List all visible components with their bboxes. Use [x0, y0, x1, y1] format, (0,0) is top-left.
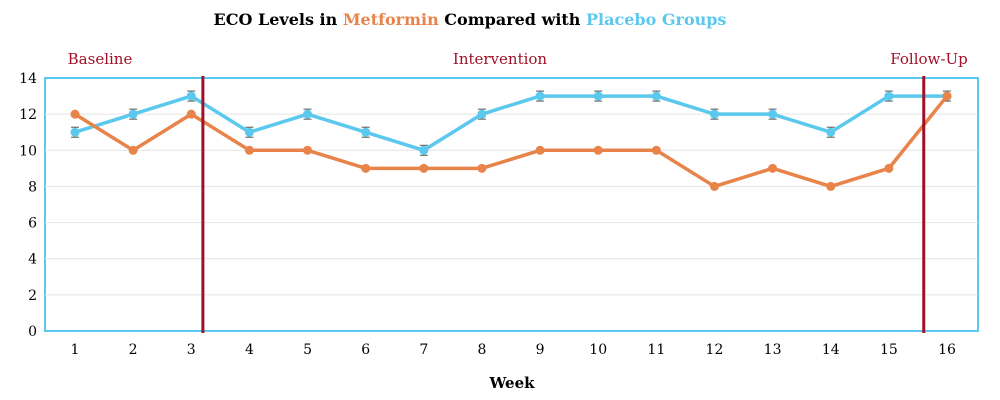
y-axis-ticks: 0 2 4 6 8 10 12 14	[19, 71, 37, 340]
chart-title-part: Compared with	[439, 10, 586, 29]
x-tick-label: 10	[589, 342, 607, 358]
data-point	[942, 91, 952, 101]
x-tick-label: 12	[706, 342, 724, 358]
x-tick-label: 9	[536, 342, 545, 358]
data-point	[768, 163, 778, 173]
x-tick-label: 14	[822, 342, 840, 358]
x-tick-label: 13	[764, 342, 782, 358]
plot-area-frame	[44, 77, 979, 332]
phase-lines	[201, 76, 926, 333]
chart-title-part: Metformin	[343, 10, 439, 29]
x-tick-label: 3	[187, 342, 196, 358]
data-point	[535, 145, 545, 155]
data-point	[128, 109, 138, 119]
y-tick-label: 6	[28, 216, 37, 232]
data-point	[477, 109, 487, 119]
series-group	[70, 90, 952, 191]
y-tick-label: 0	[28, 324, 37, 340]
x-tick-label: 8	[477, 342, 486, 358]
chart-title-part: Placebo Groups	[586, 10, 726, 29]
data-point	[186, 109, 196, 119]
data-point	[884, 91, 894, 101]
data-point	[477, 163, 487, 173]
y-tick-label: 4	[28, 252, 37, 268]
data-point	[651, 145, 661, 155]
chart-title: ECO Levels in Metformin Compared with Pl…	[214, 10, 727, 29]
data-point	[593, 145, 603, 155]
data-point	[186, 91, 196, 101]
series-metformin	[70, 91, 952, 191]
chart-title-part: ECO Levels in	[214, 10, 343, 29]
y-tick-label: 2	[28, 288, 37, 304]
data-point	[419, 145, 429, 155]
data-point	[651, 91, 661, 101]
series-placebo	[70, 90, 952, 156]
x-axis-ticks: 1 2 3 4 5 6 7 8 9 10 11 12 13 14 15 16	[71, 342, 956, 358]
series-line	[73, 94, 949, 189]
x-tick-label: 2	[129, 342, 138, 358]
x-tick-label: 15	[880, 342, 898, 358]
phase-label: Baseline	[68, 50, 133, 68]
phase-label: Follow-Up	[890, 50, 967, 68]
data-point	[70, 109, 80, 119]
data-point	[709, 109, 719, 119]
x-tick-label: 7	[419, 342, 428, 358]
phase-label: Intervention	[453, 50, 548, 68]
data-point	[826, 181, 836, 191]
data-point	[303, 109, 313, 119]
x-tick-label: 1	[71, 342, 80, 358]
y-tick-label: 10	[19, 143, 37, 159]
gridlines	[45, 113, 978, 296]
y-tick-label: 12	[19, 107, 37, 123]
x-tick-label: 11	[647, 342, 665, 358]
x-tick-label: 6	[361, 342, 370, 358]
data-point	[593, 91, 603, 101]
data-point	[361, 127, 371, 137]
data-point	[361, 163, 371, 173]
data-point	[884, 163, 894, 173]
data-point	[826, 127, 836, 137]
data-point	[303, 145, 313, 155]
data-point	[244, 145, 254, 155]
data-point	[709, 181, 719, 191]
data-point	[70, 127, 80, 137]
y-tick-label: 14	[19, 71, 37, 87]
x-axis-title: Week	[488, 374, 535, 392]
data-point	[128, 145, 138, 155]
data-point	[768, 109, 778, 119]
data-point	[244, 127, 254, 137]
data-point	[535, 91, 545, 101]
x-tick-label: 4	[245, 342, 254, 358]
x-tick-label: 5	[303, 342, 312, 358]
phase-labels: Baseline Intervention Follow-Up	[68, 50, 968, 68]
series-line	[73, 94, 949, 153]
x-tick-label: 16	[938, 342, 956, 358]
y-tick-label: 8	[28, 179, 37, 195]
data-point	[419, 163, 429, 173]
